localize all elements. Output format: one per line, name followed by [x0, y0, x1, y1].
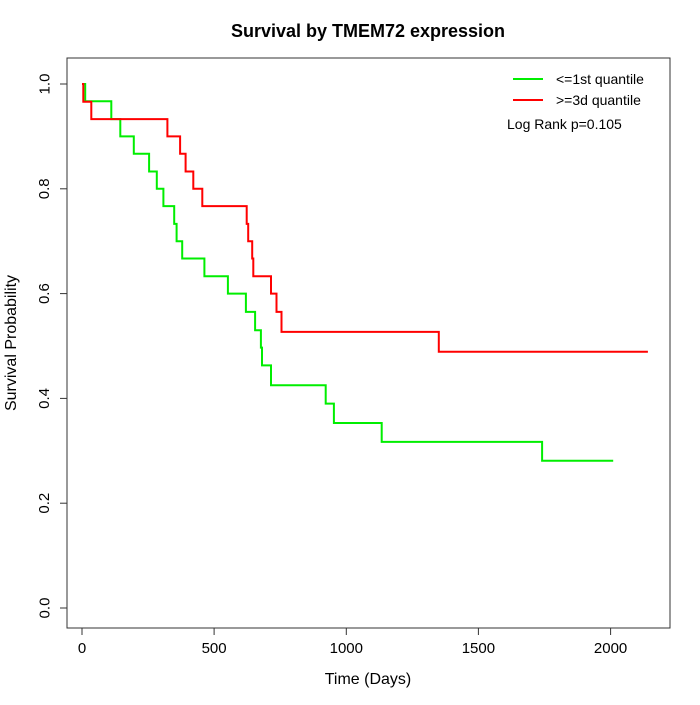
- survival-curve-high-expression: [82, 83, 648, 353]
- y-axis-title: Survival Probability: [3, 275, 20, 411]
- plot-box: [66, 57, 671, 629]
- x-tick-label: 1000: [330, 640, 363, 657]
- legend-label-red: >=3d quantile: [556, 92, 641, 108]
- legend-label-green: <=1st quantile: [556, 71, 644, 87]
- y-tick-label: 1.0: [36, 74, 53, 95]
- survival-curve-low-expression: [82, 83, 614, 462]
- x-tick-label: 2000: [594, 640, 627, 657]
- y-tick-label: 0.4: [36, 388, 53, 409]
- y-tick-label: 0.2: [36, 493, 53, 514]
- x-tick-label: 0: [78, 640, 86, 657]
- y-tick-label: 0.0: [36, 598, 53, 619]
- x-axis-title: Time (Days): [325, 671, 412, 688]
- x-tick-label: 500: [202, 640, 227, 657]
- y-tick-label: 0.8: [36, 178, 53, 199]
- x-tick-label: 1500: [462, 640, 495, 657]
- logrank-pvalue: Log Rank p=0.105: [507, 116, 622, 132]
- plot-area: 0 500 1000 1500 2000 0.0 0.2 0.4 0.6 0.8 1.0: [36, 57, 671, 657]
- legend: <=1st quantile >=3d quantile Log Rank p=…: [507, 71, 644, 132]
- y-tick-label: 0.6: [36, 283, 53, 304]
- plot-title: Survival by TMEM72 expression: [231, 21, 505, 41]
